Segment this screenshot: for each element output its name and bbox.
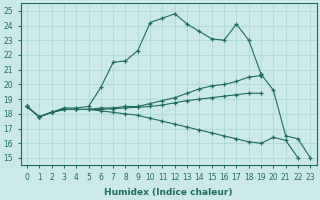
X-axis label: Humidex (Indice chaleur): Humidex (Indice chaleur) [104,188,233,197]
